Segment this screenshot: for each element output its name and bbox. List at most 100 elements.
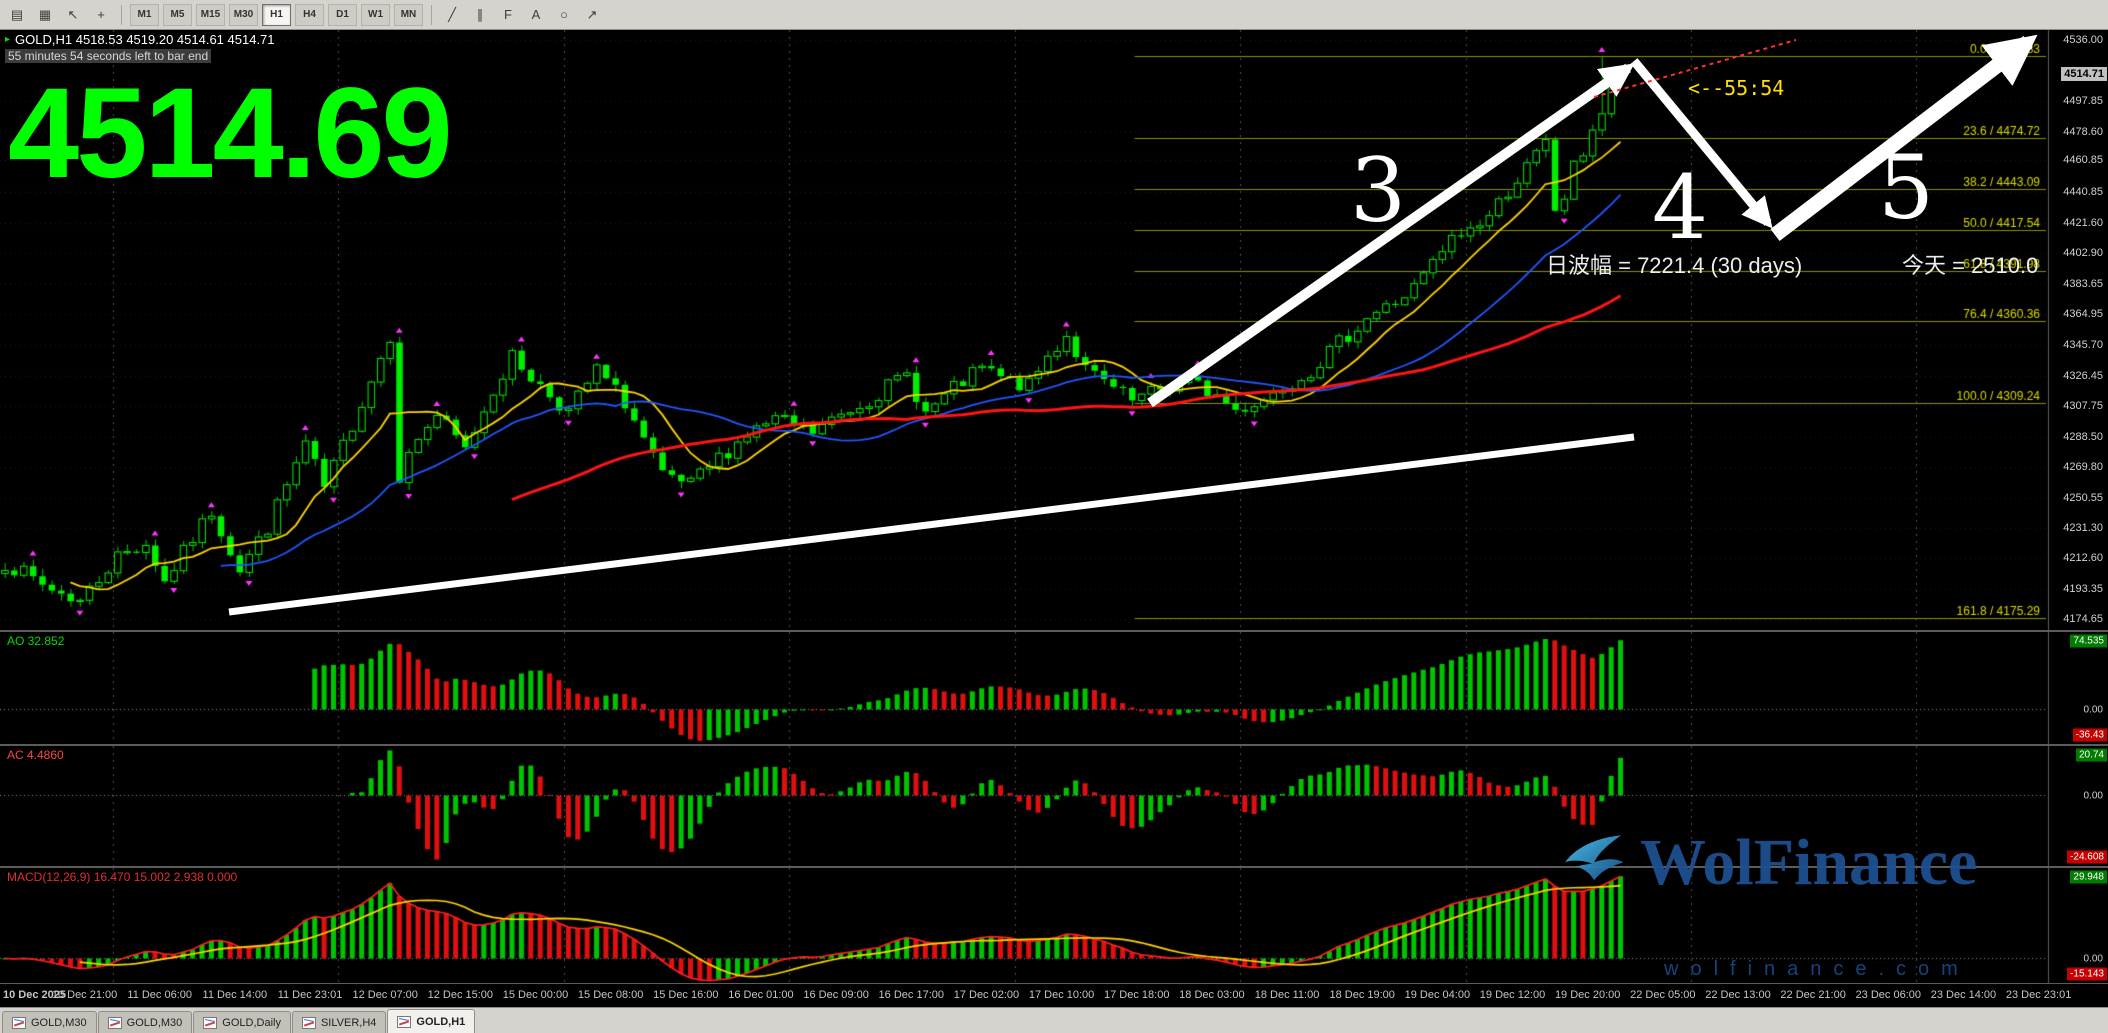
time-axis-label: 16 Dec 01:00 [728,989,794,1001]
toolbar: ▤ ▦ ↖ + M1 M5 M15 M30 H1 H4 D1 W1 MN ╱ ∥ F A ○ ↗ [0,0,2108,30]
chart-tabs-bar: GOLD,M30 GOLD,M30 GOLD,Daily SILVER,H4 GOLD,… [0,1007,2108,1033]
chart-tab-1[interactable]: GOLD,M30 [2,1011,97,1033]
price-axis-label: 4421.60 [2063,217,2103,230]
time-axis-label: 22 Dec 21:00 [1780,989,1846,1001]
profiles-icon[interactable]: ▦ [38,6,52,22]
indicator-max-tag: 29.948 [2070,870,2107,884]
indicator-zero-label: 0.00 [2083,790,2103,801]
templates-icon[interactable]: ▤ [10,6,24,22]
time-axis-label: 15 Dec 00:00 [502,989,569,1001]
chart-tab-4[interactable]: SILVER,H4 [291,1011,387,1033]
indicator-zero-label: 0.00 [2083,953,2103,964]
crosshair-icon[interactable]: + [97,7,105,22]
price-axis-label: 4345.70 [2063,338,2103,351]
timeframe-button-h4[interactable]: H4 [295,3,324,26]
arrow-tool-icon[interactable]: ↗ [586,6,598,22]
toolbar-separator [431,4,432,25]
timeframe-button-m15[interactable]: M15 [196,3,225,26]
price-axis-label: 4174.65 [2063,613,2103,626]
indicator-axis[interactable]: 20.74 0.00 -24.608 [2048,746,2108,866]
chart-thumbnail-icon [397,1015,412,1028]
daily-range-annotation: 日波幅 = 7221.4 (30 days) [1546,253,1803,278]
time-axis-label: 18 Dec 11:00 [1254,989,1320,1001]
chart-thumbnail-icon [12,1016,26,1029]
chart-tab-2[interactable]: GOLD,M30 [97,1011,193,1033]
indicator-axis[interactable]: 74.535 0.00 -36.43 [2048,632,2108,744]
ohlc-text: GOLD,H1 4518.53 4519.20 4514.61 4514.71 [15,32,275,47]
ao-indicator-canvas[interactable] [0,632,2108,744]
time-axis-label: 17 Dec 18:00 [1104,989,1170,1001]
price-axis[interactable]: 4536.00 4497.85 4478.60 4460.85 4440.85 4421.… [2048,30,2108,630]
time-axis-label: 15 Dec 08:00 [577,989,644,1001]
countdown-annotation: <--55:54 [1688,76,1785,100]
channel-icon[interactable]: ∥ [476,6,484,22]
time-axis-label: 12 Dec 15:00 [427,989,494,1001]
price-axis-label: 4326.45 [2063,369,2103,382]
time-axis-label: 19 Dec 04:00 [1404,989,1471,1001]
macd-pane-label: MACD(12,26,9) 16.470 15.002 2.938 0.000 [5,870,240,884]
pane-separator[interactable] [0,866,2108,868]
time-axis-label: 19 Dec 20:00 [1554,989,1621,1001]
chart-marker-icon: ▸ [5,34,11,45]
bar-countdown: 55 minutes 54 seconds left to bar end [5,49,212,63]
chart-workspace: ▸ GOLD,H1 4518.53 4519.20 4514.61 4514.7… [0,30,2108,1007]
price-axis-label: 4536.00 [2063,33,2103,46]
chart-tab-5[interactable]: GOLD,H1 [387,1009,476,1033]
time-axis-label: 23 Dec 06:00 [1855,989,1921,1001]
timeframe-button-m5[interactable]: M5 [163,3,192,26]
wave-label-4: 4 [1652,156,1708,259]
tab-label: GOLD,Daily [222,1016,281,1029]
time-axis-label: 19 Dec 12:00 [1479,989,1546,1001]
time-axis-label: 11 Dec 23:01 [277,989,343,1001]
price-axis-label: 4307.75 [2063,399,2103,412]
price-axis-label: 4231.30 [2063,522,2103,535]
time-axis-label: 16 Dec 17:00 [878,989,944,1001]
time-axis-label: 15 Dec 16:00 [653,989,719,1001]
ao-pane-label: AO 32.852 [5,634,67,648]
chart-thumbnail-icon [107,1016,122,1029]
tab-label: SILVER,H4 [320,1016,377,1029]
time-axis-label: 23 Dec 23:01 [2005,989,2072,1001]
current-price-tag: 4514.71 [2061,66,2107,81]
indicator-min-tag: -36.43 [2072,728,2107,742]
price-axis-label: 4478.60 [2063,125,2103,138]
price-axis-label: 4364.95 [2063,308,2103,321]
timeframe-button-m30[interactable]: M30 [229,3,258,26]
text-label-icon[interactable]: A [531,7,541,22]
pane-separator[interactable] [0,744,2108,746]
price-axis-label: 4402.90 [2063,247,2103,260]
shapes-icon[interactable]: ○ [560,7,568,22]
macd-indicator-pane: MACD(12,26,9) 16.470 15.002 2.938 0.000 … [0,868,2108,983]
time-axis-label: 10 Dec 2025 [3,989,66,1001]
time-axis-label: 16 Dec 09:00 [803,989,869,1001]
ac-indicator-canvas[interactable] [0,746,2108,866]
timeframe-button-mn[interactable]: MN [394,3,423,26]
indicator-max-tag: 20.74 [2075,748,2107,762]
time-axis-label: 10 Dec 21:00 [51,989,118,1001]
time-axis-label: 22 Dec 05:00 [1630,989,1696,1001]
timeframe-button-m1[interactable]: M1 [130,3,159,26]
pane-separator[interactable] [0,630,2108,632]
trendline-icon[interactable]: ╱ [448,6,456,22]
timeframe-button-d1[interactable]: D1 [328,3,357,26]
ac-indicator-pane: AC 4.4860 20.74 0.00 -24.608 [0,746,2108,866]
price-axis-label: 4193.35 [2063,583,2103,596]
time-axis-label: 18 Dec 03:00 [1179,989,1245,1001]
price-axis-label: 4440.85 [2063,186,2103,199]
timeframe-button-w1[interactable]: W1 [361,3,390,26]
wave-label-3: 3 [1350,139,1406,242]
price-axis-label: 4250.55 [2063,491,2103,504]
macd-indicator-canvas[interactable] [0,868,2108,983]
time-axis-label: 17 Dec 02:00 [953,989,1020,1001]
time-axis-label: 23 Dec 14:00 [1930,989,1997,1001]
ac-pane-label: AC 4.4860 [5,748,66,762]
cursor-icon[interactable]: ↖ [67,6,79,22]
indicator-min-tag: -15.143 [2067,967,2107,981]
price-axis-label: 4383.65 [2063,278,2103,291]
timeframe-button-h1[interactable]: H1 [262,3,291,26]
indicator-axis[interactable]: 29.948 0.00 -15.143 [2048,868,2108,983]
chart-tab-3[interactable]: GOLD,Daily [193,1011,291,1033]
wave-label-5: 5 [1878,136,1934,239]
fibonacci-icon[interactable]: F [504,7,512,22]
time-axis[interactable]: 10 Dec 2025 10 Dec 21:00 11 Dec 06:00 11 De… [0,983,2108,1007]
